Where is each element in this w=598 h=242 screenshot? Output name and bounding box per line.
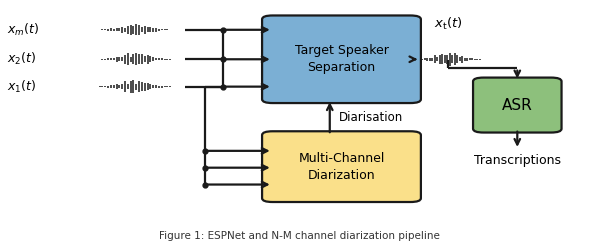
FancyBboxPatch shape bbox=[262, 131, 421, 202]
Text: $x_1(t)$: $x_1(t)$ bbox=[7, 79, 36, 95]
Text: ASR: ASR bbox=[502, 98, 533, 113]
Text: Diarisation: Diarisation bbox=[338, 111, 403, 124]
Text: $x_2(t)$: $x_2(t)$ bbox=[7, 51, 36, 67]
Text: Multi-Channel
Diarization: Multi-Channel Diarization bbox=[298, 152, 385, 182]
Text: Figure 1: ESPNet and N-M channel diarization pipeline: Figure 1: ESPNet and N-M channel diariza… bbox=[158, 231, 440, 241]
Text: Transcriptions: Transcriptions bbox=[474, 154, 561, 167]
FancyBboxPatch shape bbox=[262, 15, 421, 103]
Text: $x_m(t)$: $x_m(t)$ bbox=[7, 22, 39, 38]
Text: $x_{\mathrm{t}}(t)$: $x_{\mathrm{t}}(t)$ bbox=[434, 16, 463, 32]
Text: Target Speaker
Separation: Target Speaker Separation bbox=[295, 44, 389, 74]
FancyBboxPatch shape bbox=[473, 78, 562, 133]
